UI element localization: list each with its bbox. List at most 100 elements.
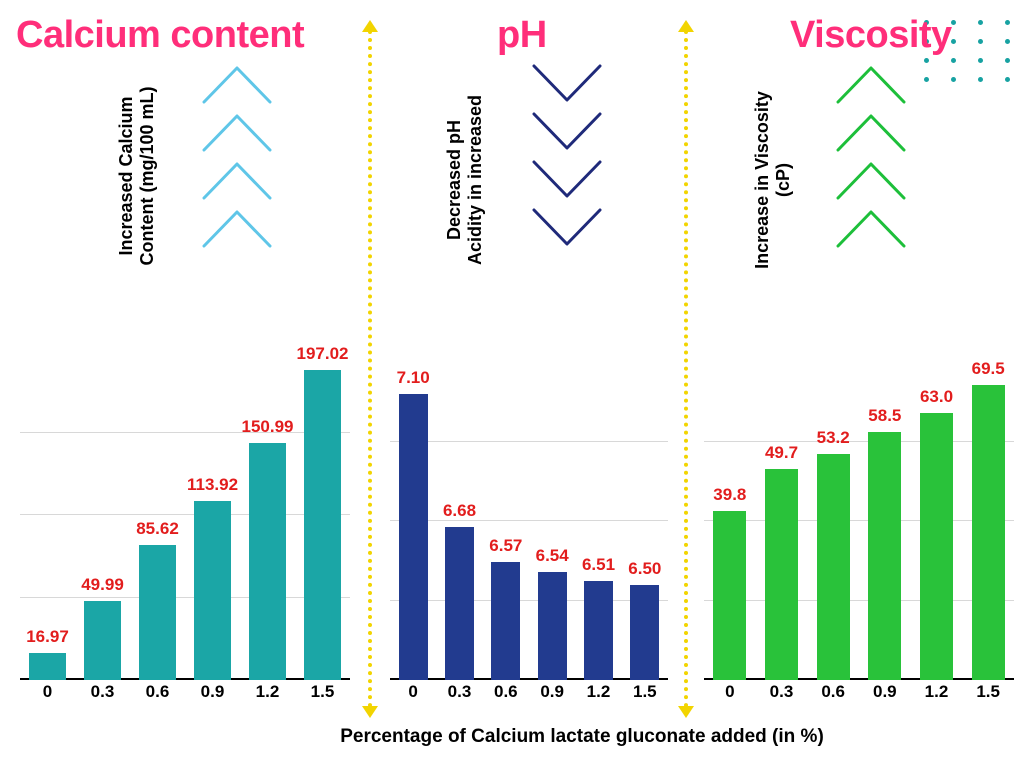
bar-value-label: 6.51 — [582, 555, 615, 575]
x-tick-label: 1.5 — [311, 682, 335, 702]
panel-title-calcium: Calcium content — [16, 14, 304, 57]
bar — [538, 572, 567, 680]
bar-value-label: 85.62 — [136, 519, 179, 539]
trend-label-line: (cP) — [773, 60, 794, 300]
divider-arrow-down-icon — [362, 706, 378, 718]
bar — [713, 511, 746, 680]
grid-line — [390, 441, 668, 442]
bar-value-label: 6.50 — [628, 559, 661, 579]
bar-chart-calcium: 16.97049.990.385.620.6113.920.9150.991.2… — [20, 350, 350, 680]
decor-dot — [924, 77, 929, 82]
axis-baseline — [20, 678, 350, 680]
trend-label-line: Increase in Viscosity — [752, 60, 773, 300]
trend-label-line: Decreased pH — [444, 60, 465, 300]
bar-value-label: 6.54 — [536, 546, 569, 566]
bar-value-label: 16.97 — [26, 627, 69, 647]
trend-label-line: Increased Calcium — [116, 56, 137, 296]
bar — [868, 432, 901, 680]
chevron-stack-viscosity — [834, 62, 908, 250]
decor-dot — [951, 58, 956, 63]
bar — [84, 601, 120, 680]
bar-value-label: 53.2 — [817, 428, 850, 448]
grid-line — [20, 597, 350, 598]
decor-dot — [1005, 39, 1010, 44]
chevron-up-icon — [200, 206, 274, 250]
panel-divider — [684, 22, 688, 716]
x-tick-label: 0.3 — [91, 682, 115, 702]
x-tick-label: 0 — [725, 682, 734, 702]
divider-arrow-up-icon — [678, 20, 694, 32]
grid-line — [20, 514, 350, 515]
bar — [445, 527, 474, 680]
grid-line — [704, 520, 1014, 521]
bar — [584, 581, 613, 680]
x-tick-label: 1.2 — [256, 682, 280, 702]
bar-value-label: 69.5 — [972, 359, 1005, 379]
bar — [139, 545, 175, 680]
x-tick-label: 0.9 — [873, 682, 897, 702]
bar — [304, 370, 340, 680]
x-tick-label: 1.5 — [976, 682, 1000, 702]
chevron-up-icon — [200, 158, 274, 202]
bar-value-label: 6.57 — [489, 536, 522, 556]
x-tick-label: 0.9 — [201, 682, 225, 702]
bar-chart-ph: 7.1006.680.36.570.66.540.96.511.26.501.5 — [390, 362, 668, 680]
bar — [29, 653, 65, 680]
x-tick-label: 0 — [408, 682, 417, 702]
panel-title-ph: pH — [497, 14, 547, 57]
trend-label-calcium: Increased Calcium Content (mg/100 mL) — [116, 56, 157, 296]
chevron-up-icon — [834, 62, 908, 106]
panel-title-viscosity: Viscosity — [790, 14, 952, 57]
bar — [249, 443, 285, 680]
axis-baseline — [390, 678, 668, 680]
x-tick-label: 0.9 — [540, 682, 564, 702]
x-tick-label: 1.5 — [633, 682, 657, 702]
bar-value-label: 113.92 — [187, 475, 238, 495]
decor-dot — [978, 58, 983, 63]
bar-value-label: 6.68 — [443, 501, 476, 521]
x-tick-label: 0.6 — [494, 682, 518, 702]
axis-baseline — [704, 678, 1014, 680]
chevron-up-icon — [834, 206, 908, 250]
x-tick-label: 0.3 — [448, 682, 472, 702]
trend-label-viscosity: Increase in Viscosity (cP) — [752, 60, 793, 300]
decor-dot — [978, 20, 983, 25]
grid-line — [390, 600, 668, 601]
bar-value-label: 63.0 — [920, 387, 953, 407]
trend-label-line: Content (mg/100 mL) — [137, 56, 158, 296]
grid-line — [390, 520, 668, 521]
grid-line — [20, 432, 350, 433]
bar — [399, 394, 428, 680]
bar-value-label: 39.8 — [713, 485, 746, 505]
x-axis-caption: Percentage of Calcium lactate gluconate … — [200, 726, 964, 748]
bar-value-label: 197.02 — [297, 344, 349, 364]
bar — [920, 413, 953, 680]
bar — [817, 454, 850, 680]
chevron-down-icon — [530, 110, 604, 154]
x-tick-label: 1.2 — [925, 682, 949, 702]
chevron-up-icon — [834, 110, 908, 154]
decor-dot — [978, 77, 983, 82]
bar — [765, 469, 798, 680]
chevron-up-icon — [200, 62, 274, 106]
x-tick-label: 0.3 — [770, 682, 794, 702]
bar-value-label: 49.99 — [81, 575, 124, 595]
bar-value-label: 58.5 — [868, 406, 901, 426]
chevron-up-icon — [200, 110, 274, 154]
bar — [491, 562, 520, 680]
bar-value-label: 49.7 — [765, 443, 798, 463]
chevron-down-icon — [530, 206, 604, 250]
bar-value-label: 7.10 — [397, 368, 430, 388]
bar — [194, 501, 230, 680]
bar-value-label: 150.99 — [242, 417, 294, 437]
decor-dot — [978, 39, 983, 44]
chevron-stack-calcium — [200, 62, 274, 250]
panel-divider — [368, 22, 372, 716]
chevron-stack-ph — [530, 62, 604, 250]
decor-dot — [924, 58, 929, 63]
trend-label-line: Acidity in increased — [465, 60, 486, 300]
grid-line — [704, 441, 1014, 442]
chevron-down-icon — [530, 158, 604, 202]
divider-arrow-up-icon — [362, 20, 378, 32]
decor-dot — [1005, 77, 1010, 82]
